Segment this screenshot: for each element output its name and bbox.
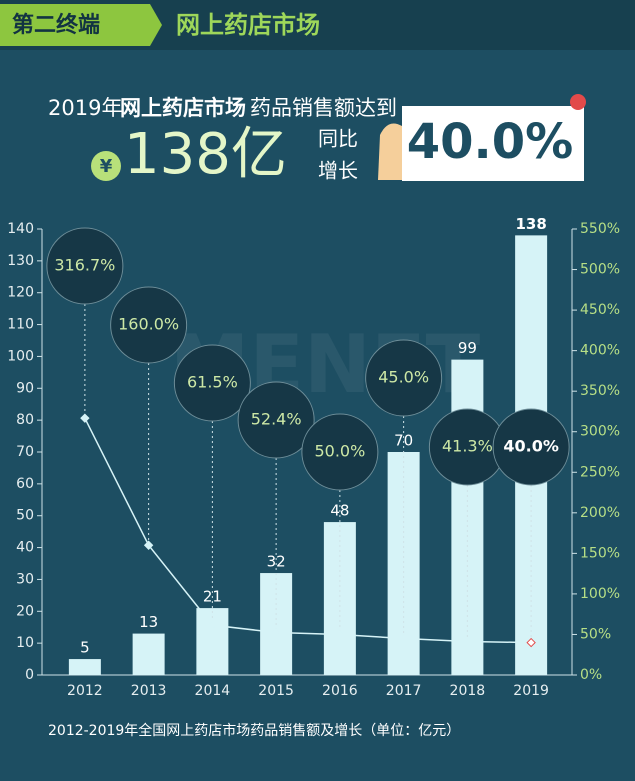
y2-tick-label: 300% [580, 424, 620, 440]
y2-tick-label: 200% [580, 505, 620, 521]
y-tick-label: 100 [7, 348, 34, 364]
line-point [526, 637, 536, 648]
y-tick-label: 0 [25, 667, 34, 683]
y-tick-label: 90 [16, 380, 34, 396]
bar-label: 5 [80, 639, 90, 657]
line-label: 316.7% [54, 256, 115, 275]
header-tag-bg [0, 4, 162, 46]
x-tick-label: 2014 [195, 683, 231, 699]
line-point [207, 620, 218, 630]
label-bubble [492, 408, 570, 486]
y-tick-label: 60 [16, 476, 34, 492]
x-tick-label: 2017 [386, 683, 422, 699]
y-tick-label: 80 [16, 412, 34, 428]
y-tick-label: 40 [16, 540, 34, 556]
bar-label: 99 [458, 339, 477, 357]
bar-label: 138 [515, 215, 546, 233]
chart: MENET01020304050607080901001101201301400… [7, 215, 620, 739]
headline-text: 药品销售额达到 [250, 96, 397, 120]
line-label: 61.5% [187, 373, 238, 392]
y2-tick-label: 450% [580, 302, 620, 318]
x-tick-label: 2012 [67, 683, 103, 699]
line-label: 160.0% [118, 315, 179, 334]
x-tick-label: 2015 [258, 683, 294, 699]
bar [451, 359, 484, 675]
x-tick-label: 2016 [322, 683, 358, 699]
growth-label: 同比 [318, 127, 358, 151]
currency: ¥ [100, 156, 113, 177]
y-tick-label: 20 [16, 603, 34, 619]
x-tick-label: 2013 [131, 683, 167, 699]
line-label: 52.4% [251, 410, 302, 429]
line-label: 45.0% [378, 368, 429, 387]
y2-tick-label: 350% [580, 383, 620, 399]
y-tick-label: 120 [7, 285, 34, 301]
line-label: 40.0% [503, 437, 559, 456]
y2-tick-label: 50% [580, 626, 611, 642]
line [84, 417, 532, 644]
y2-tick-label: 250% [580, 464, 620, 480]
headline-year: 2019年 [48, 96, 122, 120]
label-bubble [237, 381, 315, 459]
line-point [143, 540, 154, 550]
currency-badge [91, 151, 121, 181]
line-point [398, 633, 409, 644]
caption: 2012-2019年全国网上药店市场药品销售额及增长（单位：亿元） [48, 722, 460, 739]
y2-tick-label: 500% [580, 262, 620, 278]
label-bubble [301, 413, 379, 491]
headline-market: 网上药店市场 [120, 96, 246, 120]
line-point [80, 413, 90, 423]
bar-label: 13 [139, 613, 158, 631]
header-title: 网上药店市场 [176, 11, 320, 39]
label-bubble [46, 227, 124, 305]
line-point [462, 636, 473, 647]
line-label: 41.3% [442, 437, 493, 456]
bar [132, 633, 165, 675]
header-tag: 第二终端 [12, 12, 100, 38]
bar-label: 70 [394, 432, 413, 450]
x-tick-label: 2019 [513, 683, 549, 699]
label-bubble [110, 286, 188, 364]
y2-tick-label: 400% [580, 343, 620, 359]
y2-tick-label: 550% [580, 221, 620, 237]
hand-icon [378, 123, 402, 180]
headline-growth: 40.0% [407, 114, 574, 170]
y-tick-label: 140 [7, 221, 34, 237]
growth-box [402, 106, 584, 181]
y-tick-label: 130 [7, 253, 34, 269]
y-tick-label: 110 [7, 317, 34, 333]
ribbon-icon [570, 94, 586, 110]
bar [68, 659, 101, 675]
bar [196, 608, 229, 675]
y2-tick-label: 100% [580, 586, 620, 602]
y2-tick-label: 150% [580, 545, 620, 561]
bar [323, 522, 356, 675]
label-bubble [365, 339, 443, 417]
y-tick-label: 30 [16, 571, 34, 587]
y-tick-label: 10 [16, 635, 34, 651]
y2-tick-label: 0% [580, 667, 602, 683]
line-point [335, 629, 345, 640]
line-label: 50.0% [314, 442, 365, 461]
headline-amount: 138亿 [124, 122, 287, 187]
growth-label: 增长 [318, 159, 358, 183]
label-bubble [173, 344, 251, 422]
x-tick-label: 2018 [450, 683, 486, 699]
y-tick-label: 50 [16, 508, 34, 524]
bar-label: 32 [267, 553, 286, 571]
line-point [271, 627, 281, 638]
y-tick-label: 70 [16, 444, 34, 460]
